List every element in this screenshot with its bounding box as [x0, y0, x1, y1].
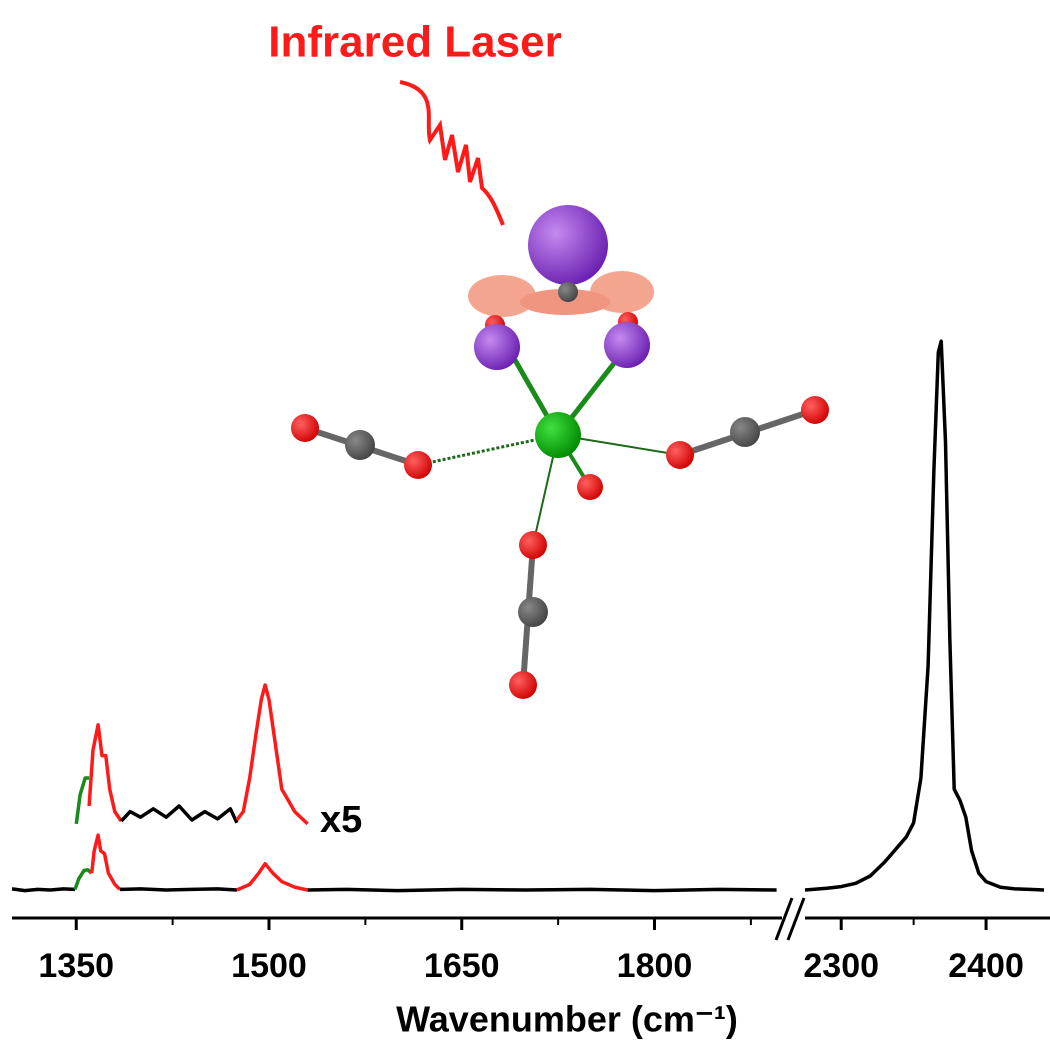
spectrum-line	[11, 887, 76, 893]
title: Infrared Laser	[268, 18, 561, 67]
spectrum-line	[74, 776, 90, 825]
x-axis	[12, 897, 1050, 941]
spectrum-line	[307, 887, 777, 893]
spectrum-line	[236, 861, 308, 892]
x-tick-label: 1800	[617, 947, 693, 985]
spectrum-line	[73, 868, 93, 890]
x-tick-label: 1500	[231, 947, 307, 985]
spectrum-line	[89, 833, 122, 891]
spectrum-line	[119, 804, 239, 824]
spectrum-line	[235, 683, 309, 826]
spectrum-line	[119, 887, 237, 892]
molecule-illustration	[291, 80, 829, 699]
scale-annotation: x5	[320, 799, 362, 841]
spectrum-line	[804, 339, 1045, 892]
x-tick-label: 1350	[38, 947, 114, 985]
spectrum-line	[87, 723, 123, 823]
x-tick-label: 2400	[948, 947, 1024, 985]
x-axis-label: Wavenumber (cm⁻¹)	[396, 999, 738, 1040]
x-tick-label: 2300	[803, 947, 879, 985]
x-tick-label: 1650	[424, 947, 500, 985]
